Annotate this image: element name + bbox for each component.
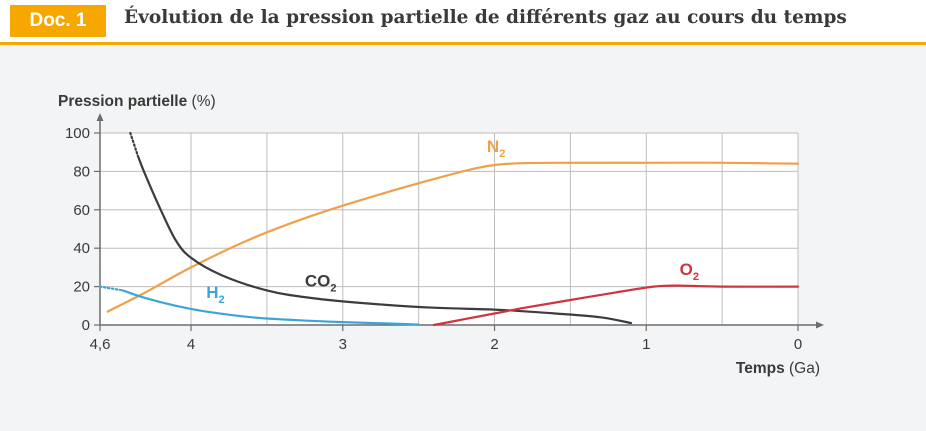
y-axis-title: Pression partielle (%): [58, 93, 216, 110]
series-o2-line: [432, 284, 800, 327]
axis-layer: 0 20 40 60 80 100 4,6 4 3 2 1 0 Pression partielle (…: [58, 93, 824, 377]
series-label-co2: CO2: [305, 272, 337, 295]
line-chart: 0 20 40 60 80 100 4,6 4 3 2 1 0 Pression partielle (…: [58, 93, 824, 377]
series-co2-line: [136, 154, 633, 325]
plot-background: [100, 133, 798, 325]
x-axis-arrow: [816, 321, 824, 329]
x-axis-title: Temps (Ga): [736, 360, 820, 377]
x-tick-label: 2: [490, 336, 498, 353]
x-tick-label: 4,6: [90, 336, 111, 353]
x-tick-label: 3: [339, 336, 347, 353]
x-tick-label: 0: [794, 336, 802, 353]
series-co2-dotted: [129, 131, 139, 158]
doc-title: Évolution de la pression partielle de di…: [124, 7, 847, 28]
series-h2-line: [121, 289, 420, 326]
series-n2-line: [106, 161, 800, 313]
x-tick-label: 4: [187, 336, 195, 353]
y-tick-label: 0: [82, 317, 90, 334]
doc-header: Doc. 1 Évolution de la pression partiell…: [0, 0, 926, 44]
header-rule: [0, 42, 926, 45]
series-label-h2: H2: [206, 283, 224, 306]
y-axis-arrow: [96, 113, 104, 121]
y-tick-label: 100: [65, 125, 90, 142]
series-label-o2: O2: [680, 260, 699, 283]
label-layer: N2 CO2 H2 O2: [206, 137, 699, 306]
series-label-n2: N2: [487, 137, 505, 160]
y-tick-label: 80: [73, 163, 90, 180]
series-h2-dotted: [98, 285, 124, 292]
doc-badge: Doc. 1: [10, 5, 106, 37]
series-layer: [98, 131, 800, 327]
x-tick-label: 1: [642, 336, 650, 353]
chart-area: 0 20 40 60 80 100 4,6 4 3 2 1 0 Pression partielle (…: [0, 45, 926, 426]
y-tick-label: 40: [73, 240, 90, 257]
y-tick-label: 60: [73, 202, 90, 219]
y-tick-label: 20: [73, 279, 90, 296]
